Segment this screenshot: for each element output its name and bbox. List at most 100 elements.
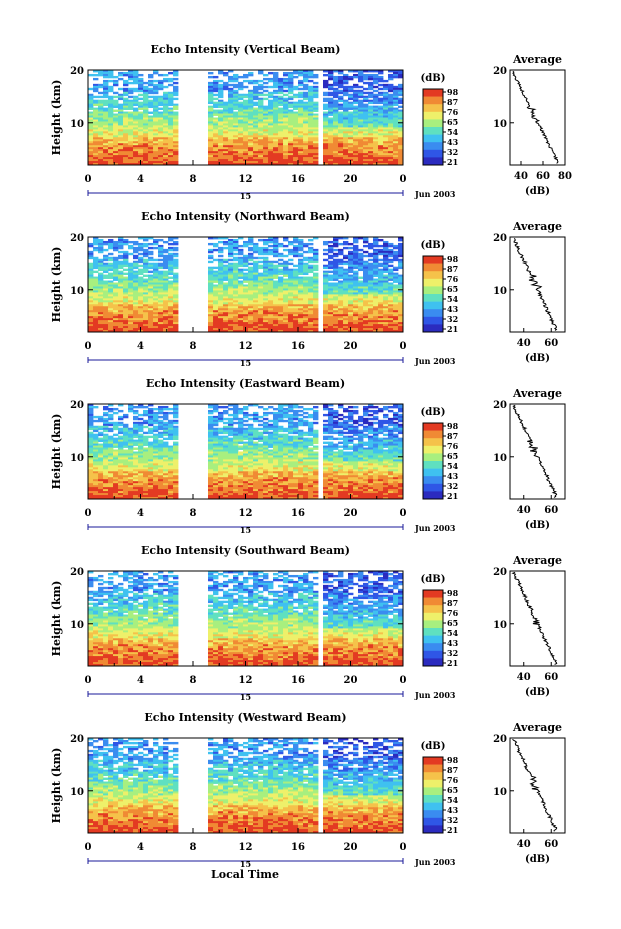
heatmap-cell [238, 113, 244, 116]
heatmap-cell [158, 121, 164, 124]
heatmap-cell [123, 151, 129, 154]
heatmap-cell [168, 161, 174, 164]
heatmap-cell [108, 119, 114, 122]
heatmap-cell [248, 81, 254, 85]
heatmap-cell [103, 248, 109, 252]
heatmap-cell [378, 137, 384, 140]
heatmap-cell [243, 115, 249, 118]
heatmap-cell [323, 79, 329, 83]
heatmap-cell [263, 107, 269, 110]
heatmap-cell [373, 129, 379, 132]
heatmap-cell [278, 135, 284, 138]
heatmap-cell [288, 109, 294, 112]
heatmap-cell [353, 141, 359, 144]
heatmap-cell [248, 125, 254, 128]
heatmap-cell [368, 101, 374, 105]
heatmap-cell [373, 139, 379, 142]
heatmap-cell [133, 89, 139, 93]
heatmap-cell [313, 89, 319, 93]
heatmap-cell [128, 125, 134, 128]
heatmap-cell [233, 79, 239, 83]
heatmap-cell [293, 127, 299, 130]
heatmap-cell [348, 151, 354, 154]
heatmap-cell [158, 137, 164, 140]
heatmap-cell [398, 143, 404, 146]
heatmap-cell [398, 127, 404, 130]
heatmap-cell [323, 143, 329, 146]
heatmap-cell [113, 246, 119, 250]
heatmap-cell [338, 145, 344, 148]
heatmap-cell [93, 133, 99, 136]
heatmap-cell [278, 85, 284, 89]
heatmap-cell [258, 83, 264, 87]
heatmap-cell [293, 105, 299, 109]
heatmap-cell [93, 87, 99, 91]
heatmap-cell [388, 117, 394, 120]
heatmap-cell [393, 97, 399, 101]
date-label: Jun 2003 [414, 356, 456, 366]
heatmap-cell [123, 107, 129, 110]
heatmap-cell [213, 79, 219, 83]
heatmap-cell [208, 119, 214, 122]
heatmap-cell [88, 157, 94, 160]
y-axis-label: Height (km) [50, 247, 63, 323]
heatmap-cell [213, 101, 219, 105]
heatmap-cell [363, 237, 369, 240]
heatmap-cell [88, 97, 94, 101]
heatmap-cell [118, 153, 124, 156]
heatmap-cell [283, 89, 289, 93]
heatmap-cell [383, 270, 389, 274]
heatmap-cell [133, 117, 139, 120]
heatmap-cell [218, 254, 224, 258]
heatmap-cell [228, 87, 234, 91]
heatmap-cell [218, 127, 224, 130]
heatmap-cell [338, 103, 344, 107]
heatmap-cell [338, 262, 344, 266]
heatmap-cell [108, 238, 114, 242]
panel-title: Echo Intensity (Eastward Beam) [146, 377, 345, 390]
heatmap-cell [208, 125, 214, 128]
heatmap-cell [163, 137, 169, 140]
heatmap-cell [153, 242, 159, 246]
heatmap-cell [243, 145, 249, 148]
heatmap-cell [378, 139, 384, 142]
heatmap-cell [298, 123, 304, 126]
heatmap-cell [278, 244, 284, 248]
heatmap-cell [343, 137, 349, 140]
heatmap-cell [218, 123, 224, 126]
heatmap-cell [148, 87, 154, 91]
heatmap-cell [368, 153, 374, 156]
heatmap-cell [308, 153, 314, 156]
heatmap-cell [258, 141, 264, 144]
heatmap-cell [208, 260, 214, 264]
heatmap-cell [148, 147, 154, 150]
heatmap-cell [288, 131, 294, 134]
heatmap-cell [383, 105, 389, 109]
heatmap-cell [383, 117, 389, 120]
heatmap-cell [233, 95, 239, 99]
heatmap-cell [228, 103, 234, 107]
heatmap-cell [243, 407, 249, 411]
heatmap-cell [243, 129, 249, 132]
heatmap-cell [98, 153, 104, 156]
heatmap-cell [133, 155, 139, 158]
heatmap-cell [93, 119, 99, 122]
heatmap-cell [258, 246, 264, 250]
heatmap-cell [223, 143, 229, 146]
heatmap-cell [168, 133, 174, 136]
heatmap-cell [113, 139, 119, 142]
heatmap-cell [173, 73, 179, 77]
heatmap-cell [303, 139, 309, 142]
heatmap-cell [93, 73, 99, 77]
heatmap-cell [323, 93, 329, 97]
heatmap-cell [363, 77, 369, 81]
heatmap-cell [273, 244, 279, 248]
heatmap-cell [373, 123, 379, 126]
heatmap-cell [248, 135, 254, 138]
heatmap-cell [88, 147, 94, 150]
heatmap-cell [343, 105, 349, 109]
heatmap-cell [283, 153, 289, 156]
heatmap-cell [88, 87, 94, 91]
heatmap-cell [328, 143, 334, 146]
heatmap-cell [268, 131, 274, 134]
